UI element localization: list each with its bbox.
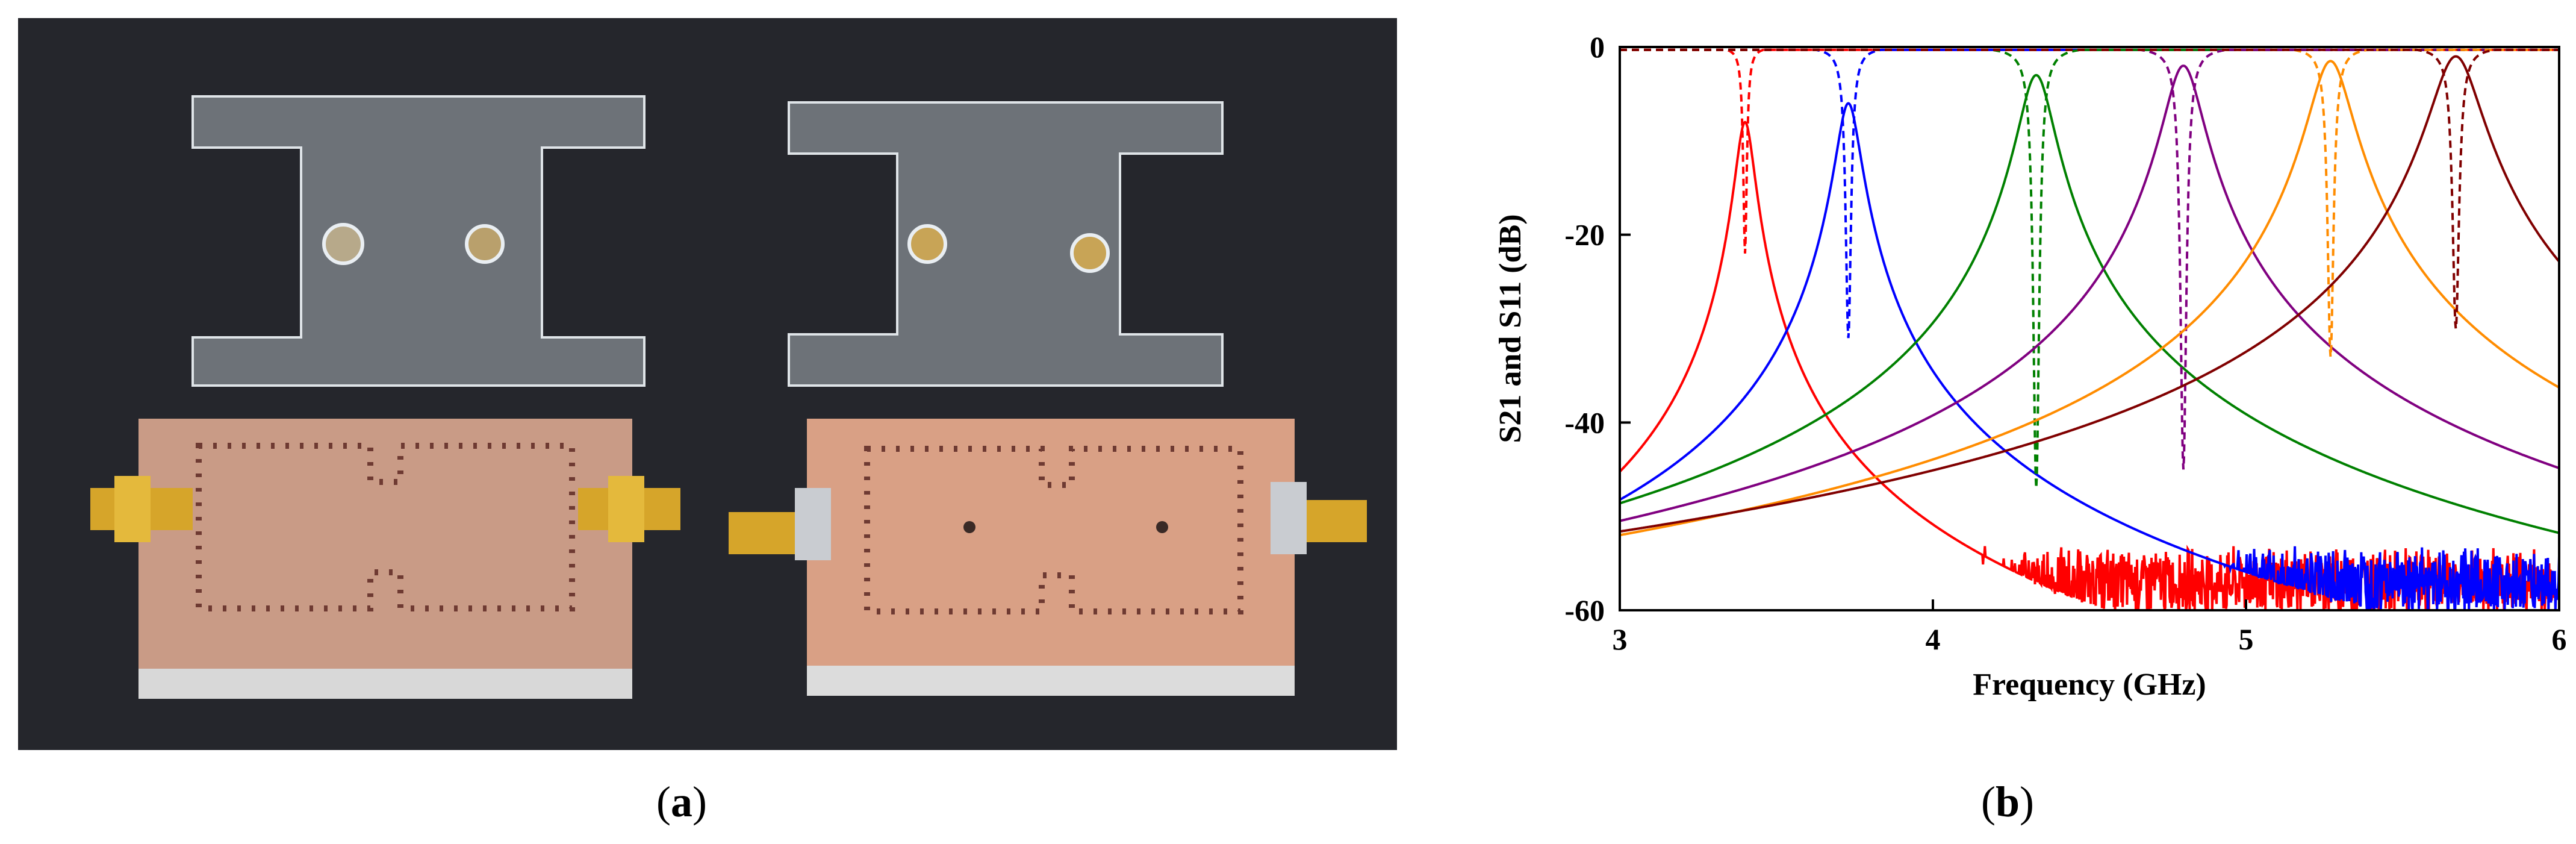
s11-series-line <box>1620 48 2559 339</box>
x-tick-label: 6 <box>2552 622 2567 656</box>
cover-screw-right-2 <box>1070 233 1110 273</box>
caption-b: (b) <box>1981 778 2035 826</box>
pcb-right <box>807 419 1295 681</box>
pcb-left <box>138 419 632 687</box>
pcb-right-edge <box>807 666 1295 696</box>
y-tick-label: -60 <box>1564 593 1605 627</box>
plot-frame <box>1619 46 2560 611</box>
tuning-hole-2 <box>1156 521 1168 533</box>
s21-series-line <box>1620 64 2559 522</box>
sma-flange-left-1 <box>114 476 151 542</box>
solder-right-1 <box>795 488 831 560</box>
solder-right-2 <box>1271 482 1307 554</box>
traces <box>1620 48 2559 610</box>
s11-series-line <box>1620 48 2559 489</box>
chart-svg: 3 4 5 6 0 -20 -40 -60 Frequency (GHz) S21 and S… <box>1493 30 2567 702</box>
via-rows-left <box>196 443 575 611</box>
pcb-left-edge <box>138 669 632 699</box>
x-tick-label: 3 <box>1613 622 1628 656</box>
caption-a-letter: a <box>670 778 692 826</box>
y-tick-label: 0 <box>1590 30 1605 64</box>
y-tick-label: -40 <box>1564 405 1605 439</box>
s11-series-line <box>1620 48 2559 357</box>
fabricated-filters-photo <box>18 18 1397 750</box>
x-tick-label: 4 <box>1926 622 1941 656</box>
cover-screw-left-1 <box>322 223 364 265</box>
y-tick-label: -20 <box>1564 218 1605 252</box>
s21-series-line <box>1620 73 2559 534</box>
x-axis-label: Frequency (GHz) <box>1973 667 2206 702</box>
sma-flange-left-2 <box>608 476 644 542</box>
cover-screw-left-2 <box>465 224 505 264</box>
acrylic-cover-left <box>191 95 646 387</box>
tuning-hole-1 <box>963 521 975 533</box>
s21-series-line <box>1620 102 2559 610</box>
cover-screw-right-1 <box>907 224 947 264</box>
s-parameter-chart: 3 4 5 6 0 -20 -40 -60 Frequency (GHz) S21 and S… <box>1445 18 2571 783</box>
acrylic-cover-right <box>788 101 1224 387</box>
y-axis-label: S21 and S11 (dB) <box>1493 214 1528 443</box>
axis-ticks: 3 4 5 6 0 -20 -40 -60 <box>1564 30 2566 656</box>
s21-series-line <box>1620 60 2559 537</box>
s21-series-line <box>1620 55 2559 533</box>
s21-series-line <box>1620 120 2559 610</box>
photo-illustration <box>18 18 1397 750</box>
caption-a: (a) <box>656 778 707 826</box>
caption-b-letter: b <box>1995 778 2020 826</box>
s11-series-line <box>1620 48 2559 329</box>
via-rows-right <box>864 446 1243 614</box>
x-tick-label: 5 <box>2239 622 2254 656</box>
